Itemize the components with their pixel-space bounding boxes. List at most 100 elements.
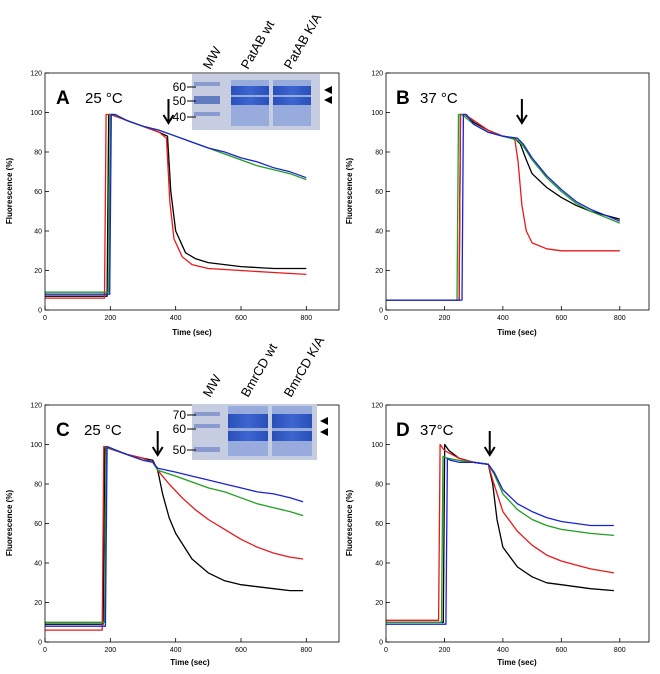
- panel-b-x-tick-label: 0: [384, 315, 388, 322]
- panel-d-x-tick-label: 200: [439, 647, 451, 654]
- panel-d-y-tick-label: 100: [371, 442, 383, 449]
- panel-a-label: A: [56, 88, 70, 109]
- panel-d-label: D: [396, 420, 410, 441]
- gel-a-mw-band: [194, 96, 220, 104]
- panel-b-label: B: [396, 88, 410, 109]
- panel-d-xlabel: Time (sec): [497, 658, 537, 667]
- panel-a-x-tick-label: 200: [104, 315, 116, 322]
- gel-a-band: [231, 97, 269, 105]
- panel-a-x-tick-label: 600: [235, 315, 247, 322]
- gel-c-mw-band: [194, 424, 220, 428]
- panel-c-y-tick-label: 80: [34, 482, 42, 489]
- panel-c-series-line: [45, 445, 304, 623]
- panel-c-y-tick-label: 20: [34, 600, 42, 607]
- gel-c-band: [272, 431, 312, 441]
- panel-a-addition-arrow: [162, 99, 175, 125]
- panel-d-plot-frame: [385, 404, 650, 643]
- panel-b-temperature: 37 °C: [420, 90, 458, 107]
- panel-c-x-tick-label: 600: [235, 647, 247, 654]
- panel-d-x-tick-label: 400: [497, 647, 509, 654]
- gel-a-band: [273, 86, 311, 95]
- gel-inset-c: 70 60 50 MW BmrCD wt BmrCD K/A: [173, 334, 328, 460]
- gel-c-marker: 50: [173, 443, 187, 457]
- panel-c-series-line: [45, 445, 304, 627]
- panel-d-ylabel: Fluorescence (%): [345, 490, 354, 557]
- panel-a-series-line: [45, 113, 307, 295]
- panel-d-x-tick-label: 600: [555, 647, 567, 654]
- panel-c-x-tick-label: 0: [43, 647, 47, 654]
- gel-a-marker: 40: [173, 110, 187, 124]
- panel-a-temperature: 25 °C: [85, 90, 123, 107]
- panel-a-x-tick-label: 0: [43, 315, 47, 322]
- panel-a-y-tick-label: 100: [30, 110, 42, 117]
- panel-b-series-line: [386, 113, 621, 301]
- gel-a-mw-band: [194, 82, 220, 86]
- panel-b-y-tick-label: 60: [375, 189, 383, 196]
- gel-c-band: [228, 414, 268, 428]
- panel-d-x-tick-label: 800: [614, 647, 626, 654]
- panel-a-xlabel: Time (sec): [172, 328, 212, 337]
- gel-a-band: [231, 86, 269, 95]
- panel-a-y-tick-label: 80: [34, 150, 42, 157]
- panel-d-y-tick-label: 40: [375, 561, 383, 568]
- panel-d-addition-arrow: [483, 431, 496, 457]
- panel-d-y-tick-label: 120: [371, 403, 383, 410]
- gel-c-band: [272, 414, 312, 428]
- gel-c-mw-band: [194, 412, 220, 416]
- panel-b-arrow-head: [516, 114, 528, 125]
- panel-b-series: [386, 113, 621, 301]
- panel-c-temperature: 25 °C: [84, 422, 122, 439]
- panel-c-series-line: [45, 445, 304, 625]
- panel-d-ticks: 0 200 400 600 800 0 20 40 60 80 100 120: [371, 403, 625, 655]
- panel-c-x-tick-label: 800: [300, 647, 312, 654]
- panel-b-series-line: [386, 113, 621, 301]
- gel-c-lane-header: BmrCD K/A: [281, 334, 328, 400]
- panel-b-x-tick-label: 800: [614, 315, 626, 322]
- panel-a-series-line: [45, 113, 307, 293]
- gel-a-mw-band: [194, 112, 220, 116]
- panel-c-y-tick-label: 120: [30, 403, 42, 410]
- panel-b-x-tick-label: 200: [439, 315, 451, 322]
- panel-a-ylabel: Fluorescence (%): [5, 158, 14, 225]
- gel-a-marker: 60: [173, 80, 187, 94]
- panel-b-addition-arrow: [516, 99, 528, 125]
- panel-b-y-tick-label: 0: [379, 308, 383, 315]
- panel-b-xlabel: Time (sec): [497, 328, 537, 337]
- panel-d-y-tick-label: 20: [375, 600, 383, 607]
- panel-b-y-tick-label: 120: [371, 71, 383, 78]
- panel-c-y-tick-label: 60: [34, 521, 42, 528]
- gel-c-band: [228, 431, 268, 441]
- gel-a-lane-header: MW: [200, 43, 225, 71]
- panel-b-series-line: [386, 113, 620, 301]
- gel-c-band-arrowhead: [320, 428, 328, 436]
- panel-a-series-line: [45, 113, 307, 299]
- panel-a-x-tick-label: 800: [300, 315, 312, 322]
- panel-d-temperature: 37°C: [420, 422, 454, 439]
- panel-d-y-tick-label: 80: [375, 482, 383, 489]
- panel-c-addition-arrow: [151, 431, 164, 457]
- gel-a-band-arrowhead: [324, 86, 332, 94]
- panel-a-ticks: 0 200 400 600 800 0 20 40 60 80 100 120: [30, 71, 312, 323]
- panel-b-x-tick-label: 400: [497, 315, 509, 322]
- gel-a-lane-header: PatAB K/A: [281, 11, 325, 72]
- panel-c-y-tick-label: 40: [34, 561, 42, 568]
- gel-c-marker: 70: [173, 408, 187, 422]
- gel-c-mw-band: [194, 447, 220, 452]
- gel-c-band-arrowhead: [320, 417, 328, 425]
- panel-a-y-tick-label: 40: [34, 229, 42, 236]
- panel-c-ylabel: Fluorescence (%): [5, 490, 14, 557]
- panel-c-y-tick-label: 0: [38, 640, 42, 647]
- gel-a-band-arrowhead: [324, 96, 332, 104]
- panel-d-series-line: [386, 455, 614, 623]
- gel-c-marker: 60: [173, 422, 187, 436]
- panel-a-y-tick-label: 0: [38, 308, 42, 315]
- panel-c-ticks: 0 200 400 600 800 0 20 40 60 80 100 120: [30, 403, 312, 655]
- panel-d-y-tick-label: 60: [375, 521, 383, 528]
- gel-a-lane-header: PatAB wt: [238, 17, 278, 71]
- panel-d-series: [386, 443, 615, 625]
- panel-c-x-tick-label: 400: [170, 647, 182, 654]
- panel-b-y-tick-label: 80: [375, 150, 383, 157]
